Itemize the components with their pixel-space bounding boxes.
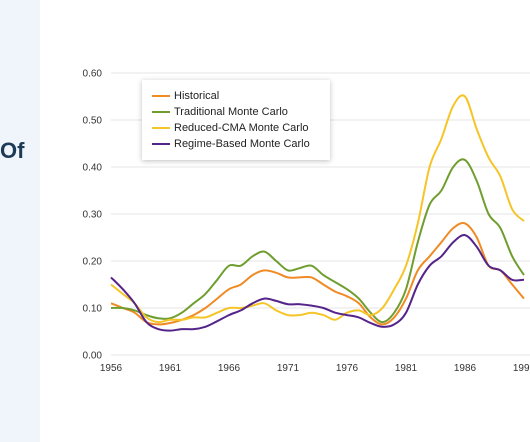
y-axis-ticks: 0.00 0.10 0.20 0.30 0.40 0.50 0.60 xyxy=(83,69,103,362)
x-tick-label: 1986 xyxy=(454,363,477,374)
legend-item-historical: Historical xyxy=(152,88,219,104)
legend-label-reduced: Reduced-CMA Monte Carlo xyxy=(174,122,309,134)
legend-label-traditional: Traditional Monte Carlo xyxy=(174,106,288,118)
series-lines xyxy=(110,94,525,332)
legend-item-reduced: Reduced-CMA Monte Carlo xyxy=(152,120,309,136)
legend-swatch-traditional xyxy=(152,111,170,113)
y-tick-label: 0.60 xyxy=(83,69,103,80)
x-tick-label: 1971 xyxy=(277,363,300,374)
legend-swatch-regime xyxy=(152,143,170,145)
x-tick-label: 1961 xyxy=(159,363,182,374)
side-panel xyxy=(0,0,40,442)
y-tick-label: 0.20 xyxy=(83,257,103,268)
y-tick-label: 0.00 xyxy=(83,351,103,362)
y-tick-label: 0.10 xyxy=(83,304,103,315)
legend-item-traditional: Traditional Monte Carlo xyxy=(152,104,288,120)
series-line-reduced-cma xyxy=(110,94,525,324)
legend-swatch-reduced xyxy=(152,127,170,129)
y-tick-label: 0.50 xyxy=(83,116,103,127)
series-line-traditional xyxy=(110,158,525,324)
x-tick-label: 1966 xyxy=(218,363,241,374)
legend: Historical Traditional Monte Carlo Reduc… xyxy=(142,80,330,160)
x-tick-label: 1976 xyxy=(336,363,359,374)
legend-item-regime: Regime-Based Monte Carlo xyxy=(152,136,310,152)
side-title-fragment: Of xyxy=(0,138,25,163)
y-tick-label: 0.30 xyxy=(83,210,103,221)
legend-label-regime: Regime-Based Monte Carlo xyxy=(174,138,310,150)
x-tick-label: 1981 xyxy=(395,363,418,374)
legend-swatch-historical xyxy=(152,95,170,97)
x-tick-label: 1956 xyxy=(100,363,123,374)
series-line-historical xyxy=(110,222,525,326)
x-axis-ticks: 1956 1961 1966 1971 1976 1981 1986 1991 xyxy=(100,363,530,374)
y-tick-label: 0.40 xyxy=(83,163,103,174)
series-line-regime-based xyxy=(110,234,525,332)
x-tick-label: 1991 xyxy=(513,363,530,374)
legend-label-historical: Historical xyxy=(174,90,220,102)
